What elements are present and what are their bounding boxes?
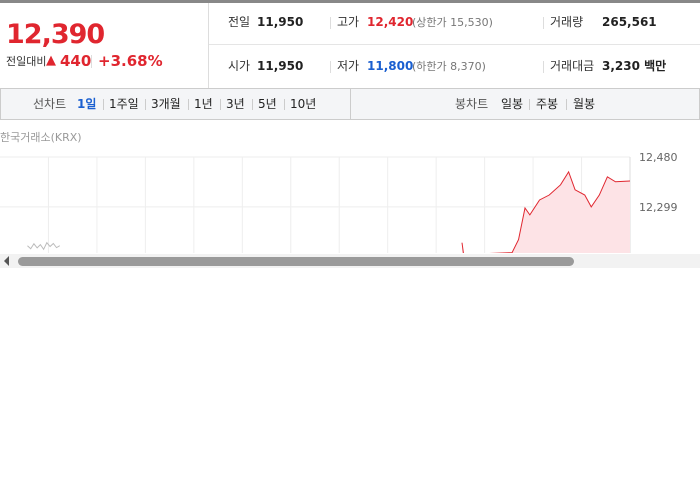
divider <box>103 99 104 110</box>
period-tab[interactable]: 3년 <box>226 97 245 111</box>
price: 12,390 <box>6 19 105 50</box>
change: 440 <box>60 52 92 70</box>
top-border <box>0 0 700 3</box>
y-tick-label: 12,299 <box>639 201 678 214</box>
price-line <box>461 170 631 253</box>
divider <box>284 99 285 110</box>
scrollbar-thumb[interactable] <box>18 257 574 266</box>
divider <box>91 55 92 68</box>
scroll-left[interactable] <box>4 256 9 266</box>
divider <box>252 99 253 110</box>
tab-label: 선차트 <box>33 97 67 111</box>
period-tab[interactable]: 1일 <box>77 97 97 111</box>
tab-label: 봉차트 <box>455 97 489 111</box>
period-tab[interactable]: 주봉 <box>536 97 559 111</box>
period-tab[interactable]: 월봉 <box>573 97 596 111</box>
field-label: 거래대금 <box>550 59 595 73</box>
divider <box>209 44 700 45</box>
divider <box>543 17 544 29</box>
divider <box>350 89 351 119</box>
divider <box>220 99 221 110</box>
field-value: 11,950 <box>257 15 304 29</box>
up-arrow: ▲ <box>46 53 56 68</box>
field-value: 3,230 백만 <box>602 59 667 73</box>
field-label: 전일 <box>228 15 251 29</box>
field-value: 265,561 <box>602 15 657 29</box>
period-tab[interactable]: 1주일 <box>109 97 139 111</box>
price-line <box>27 241 61 251</box>
period-tab[interactable]: 3개월 <box>151 97 181 111</box>
change-label: 전일대비 <box>6 55 47 68</box>
y-tick-label: 12,480 <box>639 151 678 164</box>
field-label: 고가 <box>337 15 360 29</box>
area <box>462 171 630 253</box>
divider <box>543 61 544 73</box>
chart: 12,480 12,299 12,117 <box>0 151 678 253</box>
period-tab[interactable]: 5년 <box>258 97 277 111</box>
source: 한국거래소(KRX) <box>0 131 82 144</box>
period-tab[interactable]: 1년 <box>194 97 213 111</box>
change-rate: +3.68% <box>98 52 163 70</box>
field-note: (상한가 15,530) <box>412 16 493 29</box>
divider <box>330 17 331 29</box>
divider <box>566 99 567 110</box>
field-label: 저가 <box>337 59 360 73</box>
divider <box>330 61 331 73</box>
y-tick-label: 12,117 <box>639 251 678 253</box>
field-label: 시가 <box>228 59 251 73</box>
field-value: 11,950 <box>257 59 304 73</box>
field-note: (하한가 8,370) <box>412 60 486 73</box>
divider <box>145 99 146 110</box>
divider <box>188 99 189 110</box>
divider <box>529 99 530 110</box>
field-label: 거래량 <box>550 15 584 29</box>
period-tab[interactable]: 10년 <box>290 97 317 111</box>
field-value: 12,420 <box>367 15 414 29</box>
field-value: 11,800 <box>367 59 414 73</box>
divider <box>208 3 209 88</box>
period-tab[interactable]: 일봉 <box>501 97 524 111</box>
